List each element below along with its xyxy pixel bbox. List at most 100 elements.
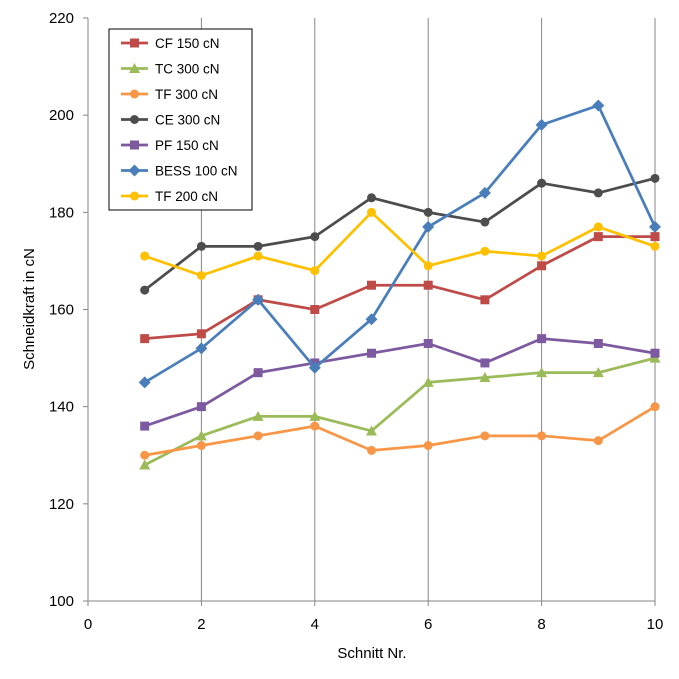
data-point [593, 339, 603, 349]
data-point [308, 361, 321, 374]
legend-label: CF 150 cN [155, 36, 220, 51]
series-tf-300-cn [140, 402, 660, 460]
data-point [195, 430, 207, 441]
series-pf-150-cn [140, 334, 660, 431]
data-point [196, 441, 206, 451]
series-line [144, 337, 656, 428]
x-tick-label: 10 [647, 616, 664, 633]
data-point [365, 313, 378, 326]
legend-item: TF 200 cN [121, 189, 218, 204]
data-point [310, 266, 320, 276]
legend-item: CE 300 cN [121, 113, 220, 128]
data-point [138, 376, 151, 389]
data-point [480, 295, 490, 305]
data-point [480, 217, 490, 227]
x-axis-title: Schnitt Nr. [337, 645, 406, 662]
data-point [592, 99, 605, 112]
data-point [252, 410, 264, 421]
data-point [140, 450, 150, 460]
legend-item: TF 300 cN [121, 87, 218, 102]
y-tick-label: 100 [49, 593, 74, 610]
legend-item: PF 150 cN [121, 138, 219, 153]
data-point [367, 207, 376, 217]
legend-marker [130, 140, 139, 150]
data-point [196, 270, 206, 280]
data-point [367, 280, 376, 290]
data-point [592, 367, 604, 378]
data-point [537, 178, 547, 188]
series-line [143, 104, 657, 384]
x-tick-label: 8 [537, 616, 545, 633]
legend-marker [130, 89, 139, 99]
x-tick-label: 2 [197, 616, 205, 633]
series-line [144, 405, 656, 457]
tick-labels: 100 120 140 160 180 200 220 0 2 4 6 8 10 [49, 10, 663, 633]
x-tick-label: 4 [311, 616, 319, 633]
series-line [143, 176, 656, 292]
data-point [367, 445, 376, 455]
data-point [195, 342, 208, 355]
data-point [480, 246, 490, 256]
data-point [310, 305, 320, 314]
data-point [422, 376, 434, 387]
data-point [537, 431, 547, 441]
y-tick-label: 180 [49, 204, 74, 221]
data-point [650, 402, 660, 412]
data-point [423, 339, 433, 349]
series-line [144, 210, 656, 277]
series-tc-300-cn [139, 352, 661, 470]
y-tick-label: 220 [49, 10, 74, 27]
data-point [537, 261, 547, 271]
axes [83, 17, 656, 606]
data-point [593, 222, 603, 232]
y-tick-label: 160 [49, 302, 74, 319]
y-tick-label: 200 [49, 107, 74, 124]
legend-item: TC 300 cN [121, 62, 220, 77]
x-tick-label: 6 [424, 616, 432, 633]
data-point [650, 348, 660, 358]
data-point [310, 421, 320, 431]
data-point [367, 348, 376, 358]
legend: CF 150 cN TC 300 cN TF 300 cN CE 300 cN PF 1… [108, 28, 253, 211]
data-point [479, 372, 491, 383]
series-line [144, 235, 655, 341]
legend-label: CE 300 cN [155, 113, 220, 128]
legend-label: TF 200 cN [155, 189, 218, 204]
data-point [253, 431, 263, 441]
data-point [478, 186, 491, 199]
data-point [650, 241, 660, 251]
data-point [423, 261, 433, 271]
data-point [140, 334, 150, 344]
data-point [650, 232, 660, 242]
x-tick-label: 0 [84, 616, 92, 633]
data-point [253, 368, 263, 378]
data-point [480, 358, 490, 368]
data-point [140, 285, 150, 295]
data-point [423, 280, 433, 290]
legend-label: TF 300 cN [155, 87, 218, 102]
data-point [140, 251, 150, 261]
series-line [144, 356, 656, 467]
series-tf-200-cn [140, 207, 660, 280]
data-point [139, 459, 151, 470]
legend-marker [129, 63, 140, 73]
legend-marker [130, 115, 139, 124]
legend-label: TC 300 cN [155, 62, 220, 77]
legend-item: CF 150 cN [121, 36, 220, 51]
y-tick-label: 140 [49, 399, 74, 416]
series-bess-100-cn [138, 99, 661, 389]
series-ce-300-cn [140, 173, 660, 295]
data-point [593, 232, 603, 242]
y-tick-label: 120 [49, 496, 74, 513]
legend-item: BESS 100 cN [121, 164, 238, 179]
data-point [196, 402, 206, 412]
series-lines [138, 99, 661, 470]
data-point [423, 441, 433, 451]
data-point [367, 193, 376, 203]
data-point [196, 241, 206, 251]
data-point [310, 232, 320, 242]
data-point [650, 173, 660, 183]
data-point [480, 431, 490, 441]
y-axis-title: Schneidkraft in cN [21, 248, 38, 370]
data-point [535, 118, 548, 131]
